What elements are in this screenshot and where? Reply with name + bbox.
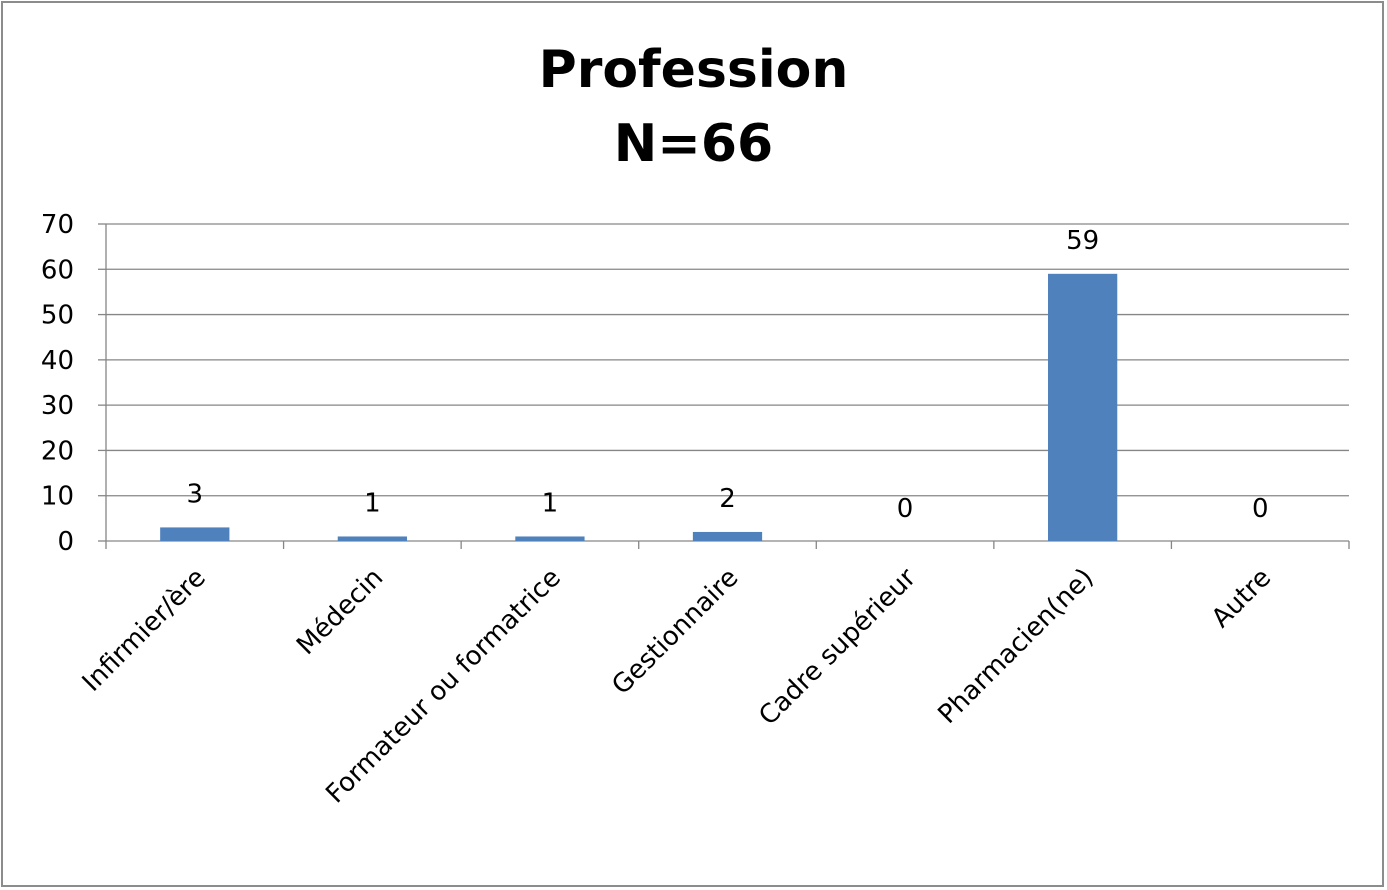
gridlines — [106, 223, 1349, 497]
data-label: 2 — [719, 484, 736, 514]
bar — [160, 527, 230, 541]
y-tick-label: 10 — [41, 482, 74, 512]
data-label: 1 — [542, 488, 559, 518]
data-label: 0 — [897, 494, 914, 524]
y-tick-label: 60 — [41, 255, 74, 285]
x-tick-label: Pharmacien(ne) — [932, 563, 1099, 730]
data-label: 59 — [1066, 226, 1099, 256]
x-tick-label: Médecin — [291, 563, 389, 661]
x-tick-label: Gestionnaire — [606, 563, 744, 701]
y-tick-label: 20 — [41, 436, 74, 466]
bar — [515, 536, 585, 541]
data-label: 1 — [364, 488, 381, 518]
bar — [1048, 273, 1118, 541]
x-tick-label: Cadre supérieur — [753, 563, 922, 732]
x-tick-label: Infirmier/ère — [77, 563, 212, 698]
y-tick-label: 40 — [41, 346, 74, 376]
y-axis: 0 10 20 30 40 50 60 70 — [41, 210, 107, 557]
bars — [160, 273, 1118, 541]
chart-title: Profession — [538, 40, 849, 100]
y-tick-label: 50 — [41, 301, 74, 331]
bar — [692, 531, 763, 541]
data-labels: 3 1 1 2 0 59 0 — [187, 226, 1269, 524]
y-tick-label: 30 — [41, 391, 74, 421]
x-axis — [105, 540, 1350, 549]
bar — [337, 536, 407, 541]
y-tick-label: 0 — [57, 527, 74, 557]
data-label: 0 — [1252, 494, 1269, 524]
y-tick-label: 70 — [41, 210, 74, 240]
data-label: 3 — [187, 479, 204, 509]
chart-subtitle: N=66 — [613, 114, 774, 174]
x-tick-label: Autre — [1206, 563, 1277, 634]
